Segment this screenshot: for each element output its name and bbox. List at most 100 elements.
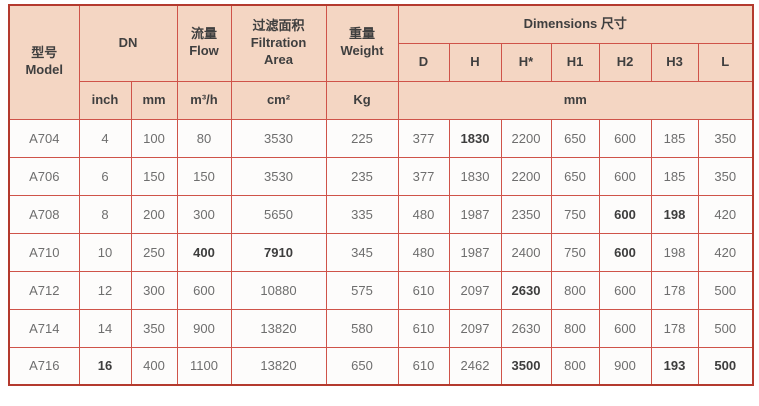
header-model-en: Model (25, 62, 64, 78)
header-dim-h-star: H* (500, 42, 552, 82)
cell-flow: 600 (176, 270, 232, 310)
cell-h: 2462 (448, 346, 502, 386)
cell-inch: 12 (78, 270, 132, 310)
header-row-top: 型号 Model DN 流量 Flow 过滤面积 Filtration Area… (8, 4, 754, 120)
header-model-zh: 型号 (31, 45, 58, 61)
table-row: A704 4 100 80 3530 225 377 1830 2200 650 600 185 350 (8, 118, 754, 158)
header-unit-weight: Kg (325, 80, 399, 120)
cell-l: 500 (697, 346, 754, 386)
cell-h1: 800 (550, 346, 600, 386)
cell-inch: 8 (78, 194, 132, 234)
cell-weight: 345 (325, 232, 399, 272)
cell-area: 13820 (230, 346, 327, 386)
header-dim-l: L (697, 42, 754, 82)
cell-l: 420 (697, 232, 754, 272)
cell-h: 2097 (448, 308, 502, 348)
table-row: A710 10 250 400 7910 345 480 1987 2400 750 600 198 4… (8, 232, 754, 272)
header-row-dims: D H H* H1 H2 H3 L (9, 42, 754, 82)
cell-mm: 300 (130, 270, 178, 310)
cell-inch: 6 (78, 156, 132, 196)
cell-h1: 750 (550, 232, 600, 272)
cell-flow: 400 (176, 232, 232, 272)
cell-h1: 800 (550, 270, 600, 310)
cell-d: 610 (397, 308, 450, 348)
header-dim-h2: H2 (598, 42, 652, 82)
cell-flow: 300 (176, 194, 232, 234)
cell-l: 500 (697, 270, 754, 310)
cell-weight: 225 (325, 118, 399, 158)
cell-weight: 235 (325, 156, 399, 196)
header-unit-mm: mm (130, 80, 178, 120)
cell-h: 1987 (448, 194, 502, 234)
cell-mm: 100 (130, 118, 178, 158)
header-dim-h1: H1 (550, 42, 600, 82)
cell-area: 7910 (230, 232, 327, 272)
cell-d: 610 (397, 346, 450, 386)
cell-h3: 198 (650, 232, 699, 272)
cell-flow: 1100 (176, 346, 232, 386)
cell-mm: 150 (130, 156, 178, 196)
header-row-units: inch mm m³/h cm² Kg mm (9, 80, 754, 120)
cell-h2: 600 (598, 118, 652, 158)
header-flow: 流量 Flow (176, 4, 232, 82)
cell-d: 480 (397, 232, 450, 272)
cell-weight: 650 (325, 346, 399, 386)
cell-area: 13820 (230, 308, 327, 348)
header-flow-en: Flow (189, 43, 219, 59)
cell-l: 350 (697, 118, 754, 158)
cell-h1: 750 (550, 194, 600, 234)
table-body: A704 4 100 80 3530 225 377 1830 2200 650 600 185 350… (8, 118, 754, 386)
header-unit-inch: inch (78, 80, 132, 120)
cell-area: 3530 (230, 118, 327, 158)
cell-h: 1987 (448, 232, 502, 272)
cell-weight: 575 (325, 270, 399, 310)
header-unit-flow: m³/h (176, 80, 232, 120)
cell-h2: 600 (598, 308, 652, 348)
cell-area: 5650 (230, 194, 327, 234)
table-row: A706 6 150 150 3530 235 377 1830 2200 650 600 185 35… (8, 156, 754, 196)
cell-inch: 16 (78, 346, 132, 386)
table-row: A716 16 400 1100 13820 650 610 2462 3500 800 900 19… (8, 346, 754, 386)
cell-h1: 650 (550, 156, 600, 196)
header-filtration-area: 过滤面积 Filtration Area (230, 4, 327, 82)
cell-area: 3530 (230, 156, 327, 196)
cell-h-star: 2630 (500, 308, 552, 348)
header-weight: 重量 Weight (325, 4, 399, 82)
cell-d: 480 (397, 194, 450, 234)
cell-h3: 198 (650, 194, 699, 234)
cell-h-star: 3500 (500, 346, 552, 386)
header-weight-zh: 重量 (348, 26, 375, 42)
header-dim-d: D (397, 42, 450, 82)
cell-h2: 600 (598, 270, 652, 310)
cell-h3: 185 (650, 118, 699, 158)
cell-inch: 4 (78, 118, 132, 158)
header-dn: DN (78, 4, 178, 82)
cell-h2: 600 (598, 156, 652, 196)
cell-h: 1830 (448, 156, 502, 196)
cell-model: A706 (8, 156, 80, 196)
cell-flow: 900 (176, 308, 232, 348)
cell-h-star: 2400 (500, 232, 552, 272)
header-unit-dim-mm: mm (397, 80, 754, 120)
table-row: A708 8 200 300 5650 335 480 1987 2350 750 600 198 42… (8, 194, 754, 234)
header-unit-area: cm² (230, 80, 327, 120)
cell-model: A712 (8, 270, 80, 310)
cell-area: 10880 (230, 270, 327, 310)
cell-d: 610 (397, 270, 450, 310)
cell-h-star: 2200 (500, 156, 552, 196)
header-dim-h: H (448, 42, 502, 82)
cell-d: 377 (397, 156, 450, 196)
cell-inch: 14 (78, 308, 132, 348)
cell-mm: 250 (130, 232, 178, 272)
spec-table: 型号 Model DN 流量 Flow 过滤面积 Filtration Area… (8, 4, 754, 386)
cell-model: A714 (8, 308, 80, 348)
cell-model: A716 (8, 346, 80, 386)
cell-h: 2097 (448, 270, 502, 310)
header-filtration-en: Filtration Area (250, 34, 307, 67)
header-dimensions: Dimensions 尺寸 (397, 4, 754, 44)
cell-model: A704 (8, 118, 80, 158)
cell-h2: 600 (598, 194, 652, 234)
cell-weight: 580 (325, 308, 399, 348)
table-row: A712 12 300 600 10880 575 610 2097 2630 800 600 178… (8, 270, 754, 310)
cell-inch: 10 (78, 232, 132, 272)
